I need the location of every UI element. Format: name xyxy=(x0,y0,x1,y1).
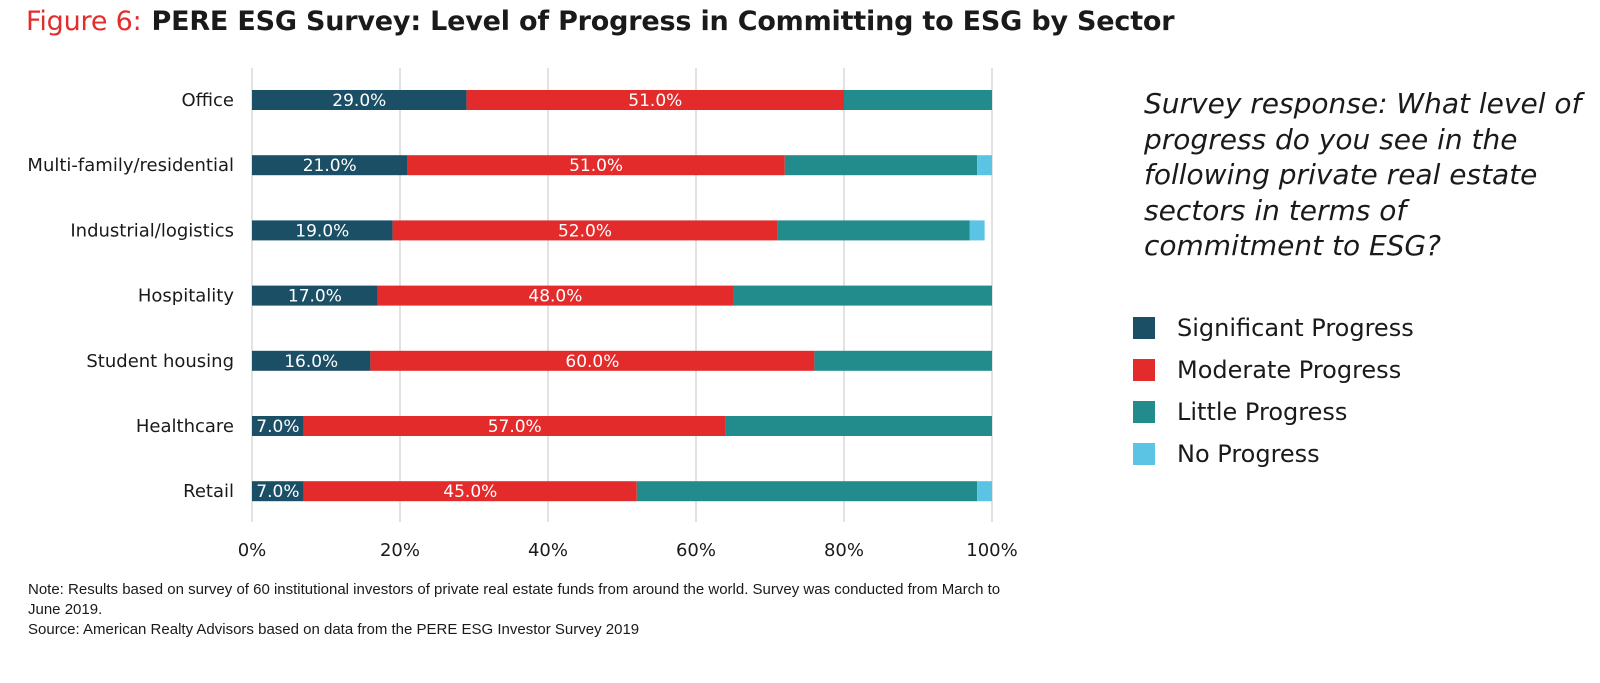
bar-segment xyxy=(407,155,785,176)
legend-swatch xyxy=(1133,401,1155,423)
category-label: Multi-family/residential xyxy=(27,155,234,176)
bar-segment xyxy=(252,416,304,436)
bar-segment xyxy=(392,220,778,241)
bar-segment xyxy=(844,90,992,110)
bar-segment xyxy=(252,481,304,502)
legend-label: No Progress xyxy=(1177,440,1320,468)
bar-segment xyxy=(252,155,408,176)
bar-segment xyxy=(777,220,970,241)
category-label: Office xyxy=(181,90,234,111)
category-label: Industrial/logistics xyxy=(70,220,234,241)
bar-segment xyxy=(725,416,992,436)
category-label: Healthcare xyxy=(136,416,234,437)
chart-legend: Significant Progress Moderate Progress Lit… xyxy=(1133,307,1414,475)
bar-segment xyxy=(303,481,637,502)
data-label: 57.0% xyxy=(488,417,542,437)
bar-segment xyxy=(252,350,371,371)
x-tick-label: 20% xyxy=(380,540,420,561)
bar-segment xyxy=(252,220,393,241)
legend-label: Moderate Progress xyxy=(1177,356,1402,384)
legend-label: Significant Progress xyxy=(1177,314,1414,342)
source-text: Source: American Realty Advisors based o… xyxy=(28,621,640,638)
legend-item: Significant Progress xyxy=(1133,307,1414,349)
data-label: 51.0% xyxy=(628,91,682,111)
bar-segment xyxy=(252,90,467,110)
bar-segment xyxy=(370,350,815,371)
note-text: Note: Results based on survey of 60 inst… xyxy=(28,581,1001,618)
x-tick-label: 100% xyxy=(966,540,1017,561)
data-label: 52.0% xyxy=(558,221,612,241)
x-tick-label: 40% xyxy=(528,540,568,561)
bar-segment xyxy=(733,285,992,306)
bar-segment xyxy=(977,155,992,176)
survey-question: Survey response: What level of progress … xyxy=(1144,87,1582,262)
legend-item: No Progress xyxy=(1133,433,1414,475)
bar-segment xyxy=(303,416,726,436)
data-label: 60.0% xyxy=(565,352,619,372)
bar-segment xyxy=(784,155,978,176)
x-tick-label: 0% xyxy=(238,540,267,561)
data-label: 29.0% xyxy=(332,91,386,111)
category-label: Hospitality xyxy=(138,286,235,307)
data-label: 48.0% xyxy=(528,287,582,307)
legend-item: Moderate Progress xyxy=(1133,349,1414,391)
bar-segment xyxy=(814,350,992,371)
legend-swatch xyxy=(1133,443,1155,465)
stacked-bar-chart: 0% 20% 40% 60% 80% 100% Office 29.0% 51.0% Multi-… xyxy=(27,68,1018,561)
bar-segment xyxy=(377,285,733,306)
data-label: 17.0% xyxy=(288,287,342,307)
x-tick-label: 60% xyxy=(676,540,716,561)
data-label: 7.0% xyxy=(256,417,299,437)
figure-label: Figure 6: xyxy=(26,6,142,37)
legend-item: Little Progress xyxy=(1133,391,1414,433)
x-tick-label: 80% xyxy=(824,540,864,561)
chart-note: Note: Results based on survey of 60 inst… xyxy=(28,580,1028,640)
data-label: 51.0% xyxy=(569,156,623,176)
data-label: 7.0% xyxy=(256,482,299,502)
data-label: 45.0% xyxy=(443,482,497,502)
bar-segment xyxy=(252,285,378,306)
data-label: 16.0% xyxy=(284,352,338,372)
figure-title: PERE ESG Survey: Level of Progress in Co… xyxy=(151,6,1175,37)
legend-label: Little Progress xyxy=(1177,398,1348,426)
chart-title: Figure 6: PERE ESG Survey: Level of Progr… xyxy=(26,6,1175,37)
bar-segment xyxy=(636,481,978,502)
legend-swatch xyxy=(1133,317,1155,339)
bar-segment xyxy=(466,90,844,110)
data-label: 21.0% xyxy=(303,156,357,176)
bar-segment xyxy=(969,220,985,241)
category-label: Student housing xyxy=(86,351,234,372)
legend-swatch xyxy=(1133,359,1155,381)
data-label: 19.0% xyxy=(295,221,349,241)
category-label: Retail xyxy=(183,481,234,502)
bar-segment xyxy=(977,481,992,502)
